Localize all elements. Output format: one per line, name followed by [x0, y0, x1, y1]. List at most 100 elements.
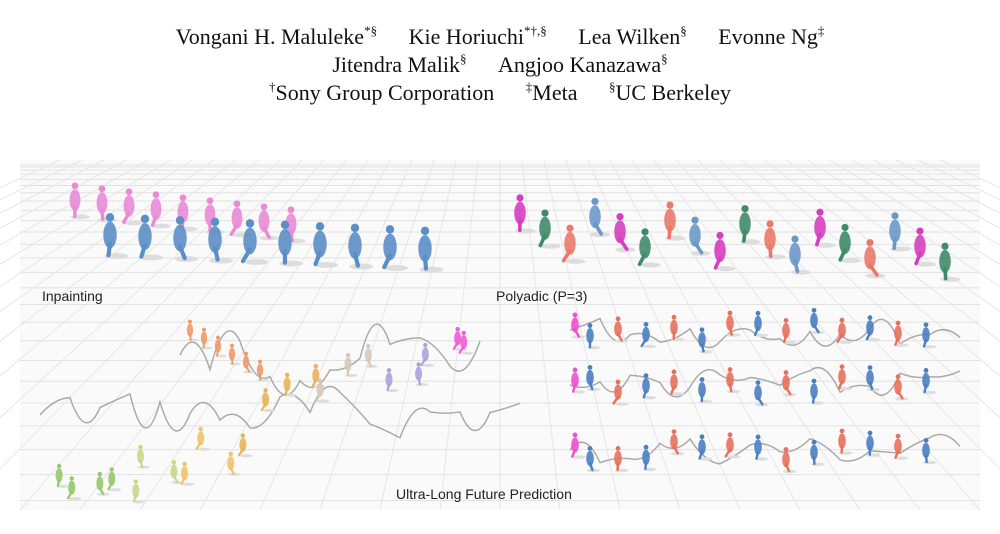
head	[727, 432, 733, 438]
figure-label: Ultra-Long Future Prediction	[396, 486, 572, 502]
head	[244, 351, 248, 356]
shadow	[726, 333, 741, 337]
legs	[753, 326, 760, 337]
trajectory	[179, 323, 481, 396]
head	[839, 317, 845, 323]
head	[923, 368, 929, 373]
head	[541, 209, 549, 217]
body	[838, 322, 846, 338]
head	[152, 191, 160, 199]
head	[587, 445, 593, 451]
head	[171, 459, 177, 465]
author-name: Evonne Ng	[718, 24, 818, 49]
grid-line	[543, 159, 621, 511]
head	[691, 216, 699, 224]
shadow	[240, 454, 253, 458]
grid-line	[851, 159, 1000, 246]
shadow	[922, 345, 937, 349]
body	[418, 235, 432, 262]
shadow	[586, 468, 601, 473]
body	[586, 327, 594, 344]
legs	[572, 383, 577, 393]
head	[587, 365, 593, 370]
body	[285, 213, 297, 235]
legs	[352, 251, 360, 268]
head	[615, 379, 621, 385]
body	[889, 219, 901, 243]
body	[283, 377, 291, 392]
author-name: Angjoo Kanazawa	[498, 52, 662, 77]
shadow	[894, 456, 909, 460]
shadow	[790, 269, 811, 275]
grid-line	[259, 159, 413, 511]
body	[642, 449, 650, 465]
head	[245, 219, 255, 228]
body	[726, 371, 734, 388]
shadow	[726, 455, 741, 459]
body	[96, 476, 104, 491]
author-marks: §	[661, 51, 668, 66]
legs	[216, 349, 219, 357]
body	[866, 435, 874, 451]
legs	[783, 334, 788, 344]
body	[614, 384, 622, 400]
head	[366, 343, 371, 349]
head	[516, 194, 524, 202]
shadow	[384, 265, 409, 271]
legs	[612, 395, 620, 405]
legs	[311, 378, 317, 388]
head	[616, 213, 624, 221]
legs	[640, 338, 648, 348]
body	[415, 366, 423, 381]
legs	[189, 333, 192, 341]
legs	[422, 254, 429, 271]
head	[816, 208, 824, 216]
legs	[122, 211, 131, 225]
body	[814, 215, 826, 239]
shadow	[540, 243, 561, 249]
body	[69, 189, 81, 211]
head	[206, 197, 214, 205]
legs	[245, 365, 251, 373]
head	[240, 433, 246, 438]
head	[420, 226, 430, 236]
body	[754, 315, 762, 332]
legs	[894, 336, 900, 346]
body	[138, 223, 152, 250]
body	[243, 227, 257, 255]
grid-line	[609, 159, 801, 511]
affiliation-name: Sony Group Corporation	[275, 80, 495, 105]
grid-line	[19, 159, 325, 511]
legs	[240, 247, 253, 264]
body	[312, 368, 320, 383]
legs	[593, 222, 604, 236]
shadow	[419, 266, 444, 273]
head	[284, 372, 290, 378]
shadow	[571, 455, 586, 459]
body	[571, 437, 579, 453]
shadow	[262, 408, 276, 413]
grid-line	[521, 159, 561, 511]
head	[461, 330, 466, 336]
grid-line	[741, 159, 1000, 377]
body	[698, 332, 706, 348]
head	[230, 343, 234, 348]
legs	[367, 358, 372, 367]
head	[671, 369, 677, 375]
legs	[892, 236, 897, 251]
legs	[150, 214, 158, 228]
head	[783, 318, 789, 323]
author-name: Lea Wilken	[578, 24, 681, 49]
shadow	[386, 389, 399, 393]
head	[727, 367, 733, 372]
affiliation-mark: †	[269, 79, 276, 94]
shadow	[56, 484, 69, 488]
author-marks: §	[460, 51, 467, 66]
body	[383, 233, 397, 261]
shadow	[866, 388, 881, 392]
head	[841, 223, 849, 232]
body	[227, 456, 235, 471]
legs	[693, 240, 704, 255]
shadow	[181, 482, 195, 486]
legs	[386, 382, 391, 392]
